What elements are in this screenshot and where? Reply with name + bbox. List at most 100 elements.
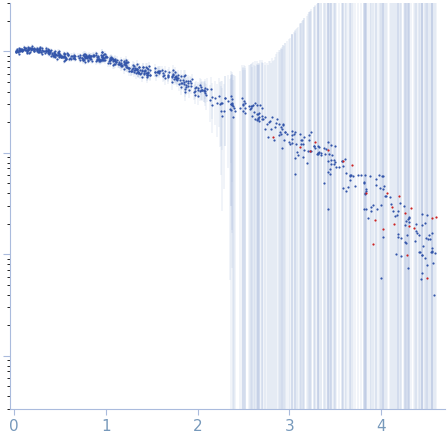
Point bbox=[269, 113, 276, 120]
Point bbox=[217, 99, 224, 106]
Point bbox=[182, 83, 190, 90]
Point bbox=[100, 52, 107, 59]
Point bbox=[185, 86, 192, 93]
Point bbox=[13, 46, 21, 53]
Point bbox=[133, 70, 140, 77]
Point bbox=[241, 109, 249, 116]
Point bbox=[108, 55, 115, 62]
Point bbox=[122, 62, 129, 69]
Point bbox=[425, 231, 432, 238]
Point bbox=[134, 66, 141, 73]
Point bbox=[24, 46, 31, 53]
Point bbox=[230, 105, 237, 112]
Point bbox=[431, 250, 439, 257]
Point bbox=[17, 47, 24, 54]
Point bbox=[432, 213, 439, 220]
Point bbox=[266, 118, 273, 125]
Point bbox=[33, 46, 40, 53]
Point bbox=[159, 67, 166, 74]
Point bbox=[143, 72, 151, 79]
Point bbox=[13, 48, 20, 55]
Point bbox=[293, 141, 300, 148]
Point bbox=[174, 75, 181, 82]
Point bbox=[62, 53, 69, 60]
Point bbox=[419, 243, 426, 250]
Point bbox=[20, 47, 27, 54]
Point bbox=[161, 68, 168, 75]
Point bbox=[368, 207, 375, 214]
Point bbox=[357, 171, 364, 178]
Point bbox=[37, 49, 44, 56]
Point bbox=[361, 178, 368, 185]
Point bbox=[140, 63, 147, 70]
Point bbox=[333, 164, 340, 171]
Point bbox=[27, 44, 34, 51]
Point bbox=[111, 61, 118, 68]
Point bbox=[125, 65, 133, 72]
Point bbox=[115, 59, 122, 66]
Point bbox=[311, 138, 319, 145]
Point bbox=[108, 55, 115, 62]
Point bbox=[53, 56, 60, 63]
Point bbox=[145, 66, 152, 73]
Point bbox=[23, 48, 30, 55]
Point bbox=[86, 53, 94, 60]
Point bbox=[30, 47, 38, 54]
Point bbox=[391, 221, 398, 228]
Point bbox=[116, 61, 123, 68]
Point bbox=[169, 71, 176, 78]
Point bbox=[86, 54, 93, 61]
Point bbox=[289, 139, 296, 146]
Point bbox=[208, 86, 215, 93]
Point bbox=[58, 52, 65, 59]
Point bbox=[144, 64, 151, 71]
Point bbox=[297, 137, 304, 144]
Point bbox=[65, 52, 72, 59]
Point bbox=[134, 69, 141, 76]
Point bbox=[382, 192, 389, 199]
Point bbox=[280, 136, 287, 143]
Point bbox=[247, 103, 254, 110]
Point bbox=[39, 50, 46, 57]
Point bbox=[80, 56, 87, 63]
Point bbox=[232, 108, 239, 114]
Point bbox=[138, 66, 145, 73]
Point bbox=[308, 129, 315, 136]
Point bbox=[255, 117, 263, 124]
Point bbox=[173, 74, 180, 81]
Point bbox=[339, 157, 346, 164]
Point bbox=[191, 91, 198, 98]
Point bbox=[83, 54, 90, 61]
Point bbox=[62, 55, 69, 62]
Point bbox=[95, 53, 102, 60]
Point bbox=[52, 51, 59, 58]
Point bbox=[343, 169, 350, 176]
Point bbox=[15, 50, 22, 57]
Point bbox=[74, 52, 81, 59]
Point bbox=[18, 46, 25, 53]
Point bbox=[84, 57, 91, 64]
Point bbox=[60, 50, 68, 57]
Point bbox=[401, 222, 409, 229]
Point bbox=[186, 78, 194, 85]
Point bbox=[239, 101, 246, 108]
Point bbox=[323, 146, 330, 153]
Point bbox=[56, 51, 63, 58]
Point bbox=[92, 51, 99, 58]
Point bbox=[35, 48, 43, 55]
Point bbox=[403, 231, 410, 238]
Point bbox=[117, 61, 124, 68]
Point bbox=[130, 69, 137, 76]
Point bbox=[24, 49, 31, 56]
Point bbox=[129, 65, 136, 72]
Point bbox=[107, 55, 114, 62]
Point bbox=[72, 56, 79, 63]
Point bbox=[338, 158, 345, 165]
Point bbox=[54, 52, 61, 59]
Point bbox=[98, 53, 105, 60]
Point bbox=[61, 51, 69, 58]
Point bbox=[348, 172, 355, 179]
Point bbox=[180, 76, 187, 83]
Point bbox=[25, 46, 32, 53]
Point bbox=[153, 69, 160, 76]
